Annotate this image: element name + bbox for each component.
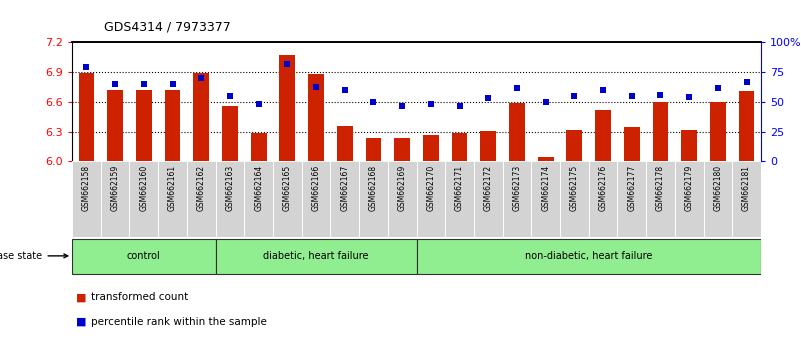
Bar xyxy=(107,90,123,161)
Text: ■: ■ xyxy=(76,292,87,302)
Text: control: control xyxy=(127,251,161,261)
Bar xyxy=(417,239,761,274)
Text: GSM662164: GSM662164 xyxy=(254,165,264,211)
Bar xyxy=(302,161,330,237)
Bar xyxy=(732,161,761,237)
Text: GSM662160: GSM662160 xyxy=(139,165,148,211)
Bar xyxy=(187,161,215,237)
Bar xyxy=(417,161,445,237)
Bar xyxy=(244,161,273,237)
Bar xyxy=(78,73,95,161)
Bar xyxy=(130,161,158,237)
Bar xyxy=(158,161,187,237)
Bar xyxy=(394,138,410,161)
Bar xyxy=(136,90,151,161)
Bar xyxy=(481,131,496,161)
Bar xyxy=(646,161,674,237)
Text: GSM662166: GSM662166 xyxy=(312,165,320,211)
Text: GSM662163: GSM662163 xyxy=(225,165,235,211)
Bar xyxy=(359,161,388,237)
Bar xyxy=(624,127,640,161)
Bar xyxy=(215,161,244,237)
Text: GSM662173: GSM662173 xyxy=(513,165,521,211)
Bar xyxy=(72,161,101,237)
Bar xyxy=(531,161,560,237)
Bar xyxy=(452,133,468,161)
Bar xyxy=(330,161,359,237)
Bar xyxy=(251,133,267,161)
Bar xyxy=(710,102,726,161)
Bar xyxy=(193,73,209,161)
Bar xyxy=(273,161,302,237)
Text: GDS4314 / 7973377: GDS4314 / 7973377 xyxy=(104,21,231,34)
Text: GSM662168: GSM662168 xyxy=(369,165,378,211)
Bar xyxy=(674,161,703,237)
Bar xyxy=(566,130,582,161)
Text: GSM662177: GSM662177 xyxy=(627,165,636,211)
Bar xyxy=(165,90,180,161)
Bar xyxy=(589,161,618,237)
Text: GSM662180: GSM662180 xyxy=(714,165,723,211)
Bar xyxy=(308,74,324,161)
Bar xyxy=(101,161,130,237)
Bar xyxy=(503,161,531,237)
Bar xyxy=(445,161,474,237)
Bar xyxy=(682,130,697,161)
Text: GSM662181: GSM662181 xyxy=(742,165,751,211)
Text: GSM662162: GSM662162 xyxy=(197,165,206,211)
Bar xyxy=(388,161,417,237)
Bar xyxy=(509,103,525,161)
Bar xyxy=(560,161,589,237)
Bar xyxy=(739,91,755,161)
Text: GSM662171: GSM662171 xyxy=(455,165,464,211)
Text: non-diabetic, heart failure: non-diabetic, heart failure xyxy=(525,251,653,261)
Text: GSM662169: GSM662169 xyxy=(397,165,407,211)
Bar xyxy=(215,239,417,274)
Text: GSM662172: GSM662172 xyxy=(484,165,493,211)
Text: GSM662175: GSM662175 xyxy=(570,165,579,211)
Bar xyxy=(618,161,646,237)
Text: GSM662161: GSM662161 xyxy=(168,165,177,211)
Bar xyxy=(537,158,553,161)
Bar xyxy=(423,135,439,161)
Bar xyxy=(280,55,296,161)
Bar xyxy=(595,110,611,161)
Text: GSM662178: GSM662178 xyxy=(656,165,665,211)
Bar xyxy=(653,102,668,161)
Text: GSM662158: GSM662158 xyxy=(82,165,91,211)
Text: GSM662174: GSM662174 xyxy=(541,165,550,211)
Text: GSM662179: GSM662179 xyxy=(685,165,694,211)
Text: GSM662176: GSM662176 xyxy=(598,165,608,211)
Bar xyxy=(72,239,215,274)
Text: disease state: disease state xyxy=(0,251,68,261)
Text: ■: ■ xyxy=(76,317,87,327)
Bar xyxy=(703,161,732,237)
Text: GSM662170: GSM662170 xyxy=(426,165,436,211)
Text: GSM662167: GSM662167 xyxy=(340,165,349,211)
Text: percentile rank within the sample: percentile rank within the sample xyxy=(91,317,267,327)
Text: GSM662165: GSM662165 xyxy=(283,165,292,211)
Bar xyxy=(474,161,503,237)
Bar xyxy=(365,138,381,161)
Bar xyxy=(222,107,238,161)
Text: diabetic, heart failure: diabetic, heart failure xyxy=(264,251,368,261)
Text: transformed count: transformed count xyxy=(91,292,187,302)
Bar xyxy=(337,126,352,161)
Text: GSM662159: GSM662159 xyxy=(111,165,119,211)
